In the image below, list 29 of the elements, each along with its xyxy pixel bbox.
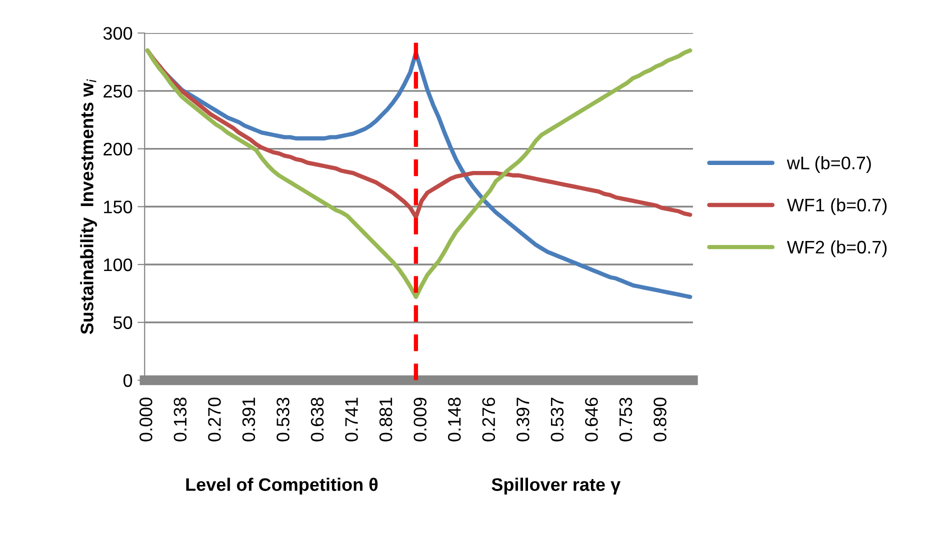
x-tick-label: 0.537 [550,398,564,442]
y-tick-label: 300 [103,26,132,40]
y-tick-label: 50 [113,316,132,330]
x-tick-label: 0.391 [242,398,256,442]
x-tick-label: 0.638 [310,398,324,442]
y-tick-label: 100 [104,258,132,272]
legend-label: wL (b=0.7) [786,156,871,173]
x-tick-label: 0.138 [174,398,187,442]
y-tick-label: 200 [104,142,132,156]
x-tick-label: 0.533 [276,398,290,442]
x-tick-label: 0.276 [482,398,496,442]
legend-label: WF1 (b=0.7) [786,198,887,216]
x-tick-label: 0.000 [140,398,152,442]
y-tick-label: 150 [104,200,132,214]
x-tick-label: 0.009 [414,398,426,442]
text: Spillover rate γ [492,478,621,495]
text: Level of Competition θ [186,478,378,495]
x-tick-label: 0.753 [619,398,632,442]
legend-label: WF2 (b=0.7) [786,240,887,258]
x-tick-label: 0.741 [345,398,358,442]
y-tick-label: 250 [104,84,132,98]
x-tick-label: 0.397 [516,398,530,442]
y-axis-title: Sustainability Investments w$_{i}$ [80,79,97,334]
y-tick-label: 0 [123,374,132,387]
x-tick-label: 0.148 [448,398,461,442]
x-tick-label: 0.646 [585,398,598,442]
x-tick-label: 0.270 [208,398,221,442]
x-tick-label: 0.881 [379,398,392,442]
x-tick-label: 0.890 [654,398,666,442]
